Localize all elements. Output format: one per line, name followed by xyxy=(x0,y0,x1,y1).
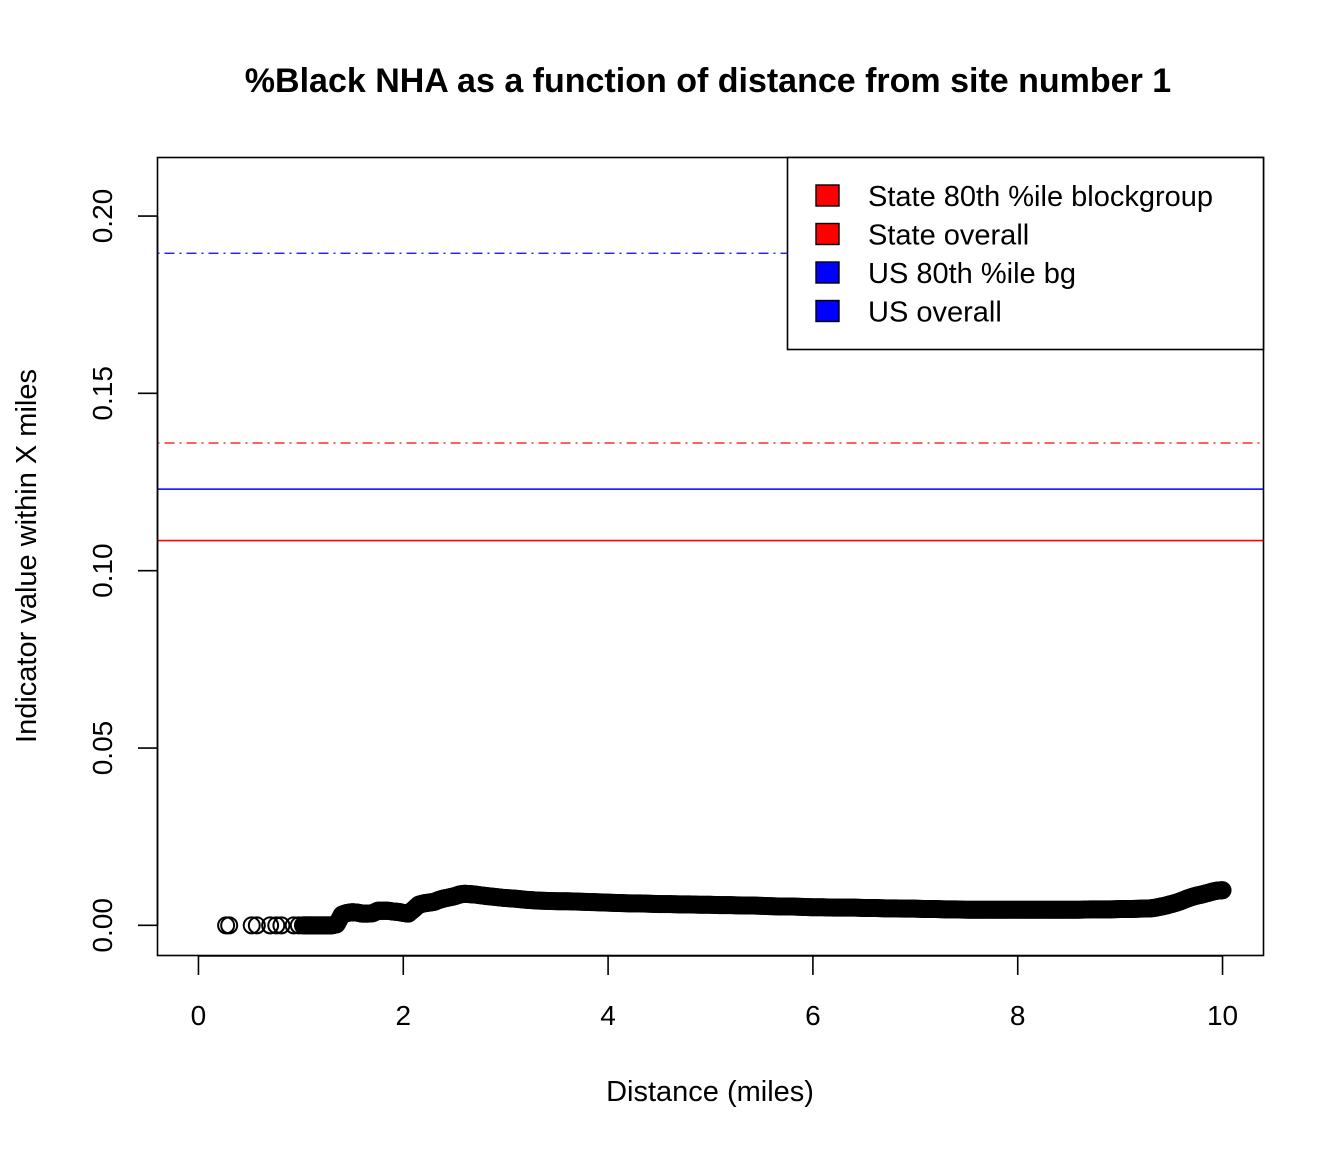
x-tick-label: 0 xyxy=(191,1000,207,1031)
y-tick-label: 0.10 xyxy=(87,543,118,598)
legend-swatch xyxy=(815,261,840,284)
legend-label: US overall xyxy=(868,297,1002,329)
y-axis: 0.00 0.05 0.10 0.15 0.20 xyxy=(87,189,159,953)
data-point xyxy=(1213,881,1232,900)
x-tick-label: 2 xyxy=(395,1000,411,1031)
x-tick-label: 10 xyxy=(1207,1000,1238,1031)
legend-label: State overall xyxy=(868,220,1029,252)
y-tick-label: 0.15 xyxy=(87,366,118,421)
legend-label: State 80th %ile blockgroup xyxy=(868,181,1213,213)
legend-swatch xyxy=(815,299,840,323)
y-tick-label: 0.20 xyxy=(87,189,118,244)
data-point xyxy=(247,916,266,935)
legend: State 80th %ile blockgroup State overall U… xyxy=(786,156,1265,351)
legend-swatch xyxy=(815,222,840,246)
y-tick-label: 0.05 xyxy=(87,721,118,776)
data-point xyxy=(220,916,239,935)
data-points xyxy=(217,881,1232,935)
chart-title: %Black NHA as a function of distance fro… xyxy=(245,62,1171,100)
reference-lines xyxy=(157,252,1264,542)
legend-label: US 80th %ile bg xyxy=(868,258,1076,290)
legend-box xyxy=(786,156,1265,351)
x-tick-label: 4 xyxy=(600,1000,616,1031)
x-tick-label: 8 xyxy=(1010,1000,1026,1031)
data-point xyxy=(272,916,291,935)
data-point xyxy=(267,916,286,935)
x-axis: 0 2 4 6 8 10 xyxy=(191,955,1238,1031)
y-axis-label: Indicator value within X miles xyxy=(11,369,43,743)
x-tick-label: 6 xyxy=(805,1000,821,1031)
y-tick-label: 0.00 xyxy=(87,898,118,953)
x-axis-label: Distance (miles) xyxy=(606,1076,814,1108)
legend-swatch xyxy=(815,184,840,207)
data-point xyxy=(261,916,280,935)
data-point xyxy=(242,916,261,935)
